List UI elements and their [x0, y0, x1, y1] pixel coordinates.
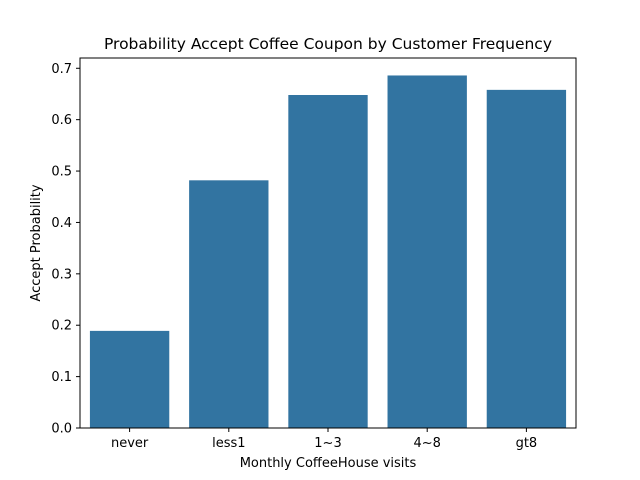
x-tick-label-2: 1~3 [314, 436, 341, 451]
bar-4 [486, 89, 567, 429]
y-tick-label-3: 0.3 [51, 267, 72, 282]
y-axis-title: Accept Probability [29, 184, 44, 301]
bars-group [89, 75, 567, 429]
y-tick-label-2: 0.2 [51, 319, 72, 334]
x-tick-label-1: less1 [212, 436, 245, 451]
plot-frame [79, 57, 577, 429]
x-axis-title: Monthly CoffeeHouse visits [240, 456, 417, 471]
bar-3 [387, 75, 467, 428]
y-tick-label-7: 0.7 [51, 62, 72, 77]
chart-title: Probability Accept Coffee Coupon by Cust… [104, 35, 552, 53]
y-tick-label-0: 0.0 [51, 422, 72, 437]
y-tick-label-5: 0.5 [51, 165, 72, 180]
bar-2 [288, 95, 368, 428]
y-tick-label-1: 0.1 [51, 370, 72, 385]
x-tick-label-3: 4~8 [413, 436, 440, 451]
y-tick-label-4: 0.4 [51, 216, 72, 231]
y-tick-label-6: 0.6 [51, 113, 72, 128]
y-axis: 0.0 0.1 0.2 0.3 0.4 0.5 0.6 0.7 [51, 62, 80, 437]
bar-0 [89, 330, 170, 429]
bar-1 [189, 180, 269, 428]
x-tick-label-4: gt8 [516, 436, 538, 451]
x-tick-label-0: never [111, 436, 149, 451]
x-axis: never less1 1~3 4~8 gt8 [111, 428, 537, 451]
